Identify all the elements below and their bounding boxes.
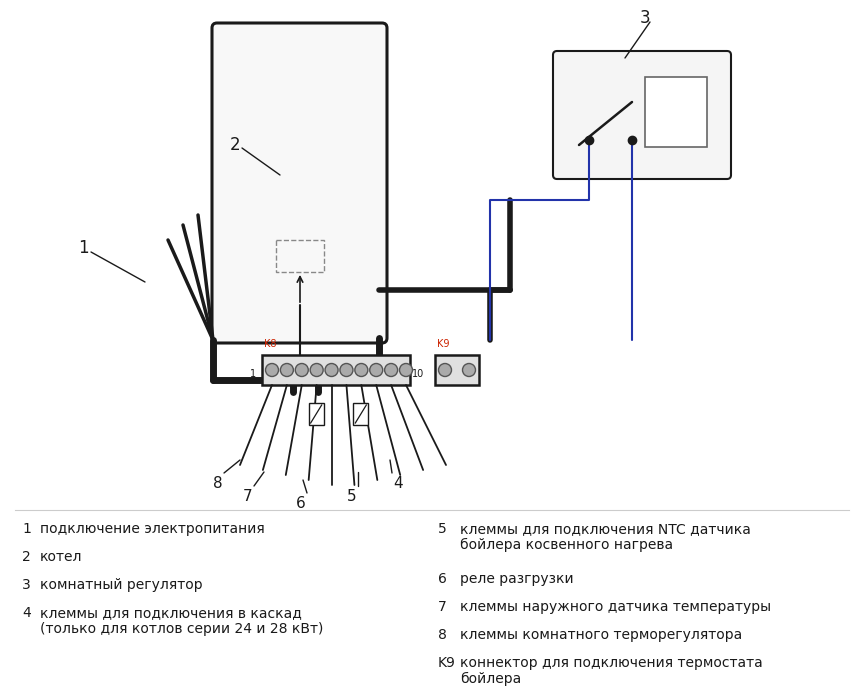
Text: K8: K8 [264,339,276,349]
Circle shape [355,363,368,377]
Text: клеммы комнатного терморегулятора: клеммы комнатного терморегулятора [460,628,742,642]
Text: подключение электропитания: подключение электропитания [40,522,264,536]
Bar [435,355,479,385]
Text: 4: 4 [22,606,31,620]
Text: 1: 1 [78,239,89,257]
Text: клеммы наружного датчика температуры: клеммы наружного датчика температуры [460,600,772,614]
Bar [308,403,324,425]
Text: 4: 4 [393,476,403,491]
Text: K9: K9 [437,339,449,349]
Text: 2: 2 [22,550,31,564]
Circle shape [340,363,353,377]
Bar [645,77,707,147]
Circle shape [281,363,294,377]
Text: 3: 3 [640,9,651,27]
Text: 8: 8 [438,628,447,642]
Bar [262,355,410,385]
Bar [276,240,324,272]
Circle shape [439,363,452,377]
Text: коннектор для подключения термостата
бойлера: коннектор для подключения термостата бой… [460,656,763,686]
Text: клеммы для подключения NTC датчика
бойлера косвенного нагрева: клеммы для подключения NTC датчика бойле… [460,522,751,552]
Circle shape [370,363,383,377]
Text: 10: 10 [412,369,424,379]
Text: K9: K9 [438,656,456,670]
Circle shape [399,363,412,377]
Text: 5: 5 [438,522,447,536]
Text: 7: 7 [243,489,253,504]
Text: 1: 1 [250,369,256,379]
FancyBboxPatch shape [553,51,731,179]
Circle shape [384,363,397,377]
Text: 2: 2 [230,136,241,154]
Circle shape [295,363,308,377]
Text: 8: 8 [213,476,223,491]
Bar [353,403,368,425]
Text: 3: 3 [22,578,31,592]
Circle shape [310,363,323,377]
Text: 1: 1 [22,522,31,536]
Text: 6: 6 [296,496,306,511]
FancyBboxPatch shape [212,23,387,343]
Circle shape [325,363,338,377]
Text: 7: 7 [438,600,447,614]
Text: 6: 6 [438,572,447,586]
Text: комнатный регулятор: комнатный регулятор [40,578,203,592]
Circle shape [265,363,278,377]
Circle shape [462,363,475,377]
Text: клеммы для подключения в каскад
(только для котлов серии 24 и 28 кВт): клеммы для подключения в каскад (только … [40,606,323,636]
Text: 5: 5 [347,489,357,504]
Text: реле разгрузки: реле разгрузки [460,572,574,586]
Text: котел: котел [40,550,82,564]
